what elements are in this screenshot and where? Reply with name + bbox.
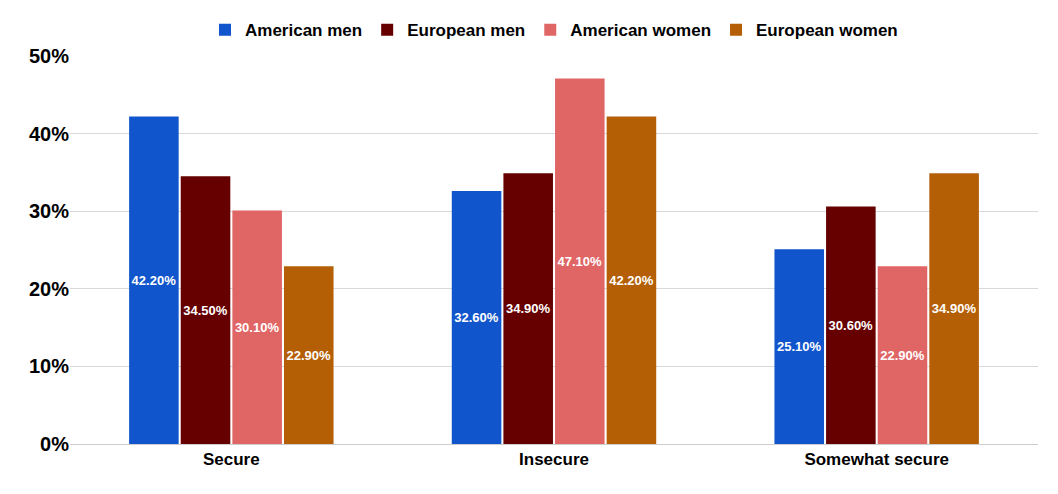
- svg-text:32.60%: 32.60%: [454, 310, 499, 325]
- svg-text:22.90%: 22.90%: [880, 348, 925, 363]
- svg-text:42.20%: 42.20%: [609, 273, 654, 288]
- svg-text:40%: 40%: [29, 123, 69, 145]
- svg-text:30.10%: 30.10%: [235, 320, 280, 335]
- svg-text:Insecure: Insecure: [519, 450, 589, 469]
- svg-text:Somewhat secure: Somewhat secure: [804, 450, 949, 469]
- svg-text:50%: 50%: [29, 45, 69, 67]
- svg-text:30%: 30%: [29, 200, 69, 222]
- svg-text:42.20%: 42.20%: [132, 273, 177, 288]
- svg-text:European men: European men: [407, 21, 525, 40]
- svg-text:20%: 20%: [29, 278, 69, 300]
- svg-text:American men: American men: [245, 21, 362, 40]
- svg-text:34.90%: 34.90%: [932, 301, 977, 316]
- svg-text:30.60%: 30.60%: [829, 318, 874, 333]
- svg-text:10%: 10%: [29, 355, 69, 377]
- svg-text:22.90%: 22.90%: [287, 348, 332, 363]
- svg-text:34.90%: 34.90%: [506, 301, 551, 316]
- svg-text:25.10%: 25.10%: [777, 339, 822, 354]
- svg-text:34.50%: 34.50%: [183, 303, 228, 318]
- svg-text:47.10%: 47.10%: [558, 254, 603, 269]
- svg-text:0%: 0%: [40, 433, 69, 455]
- svg-text:Secure: Secure: [203, 450, 260, 469]
- svg-text:European women: European women: [756, 21, 898, 40]
- svg-text:American women: American women: [570, 21, 711, 40]
